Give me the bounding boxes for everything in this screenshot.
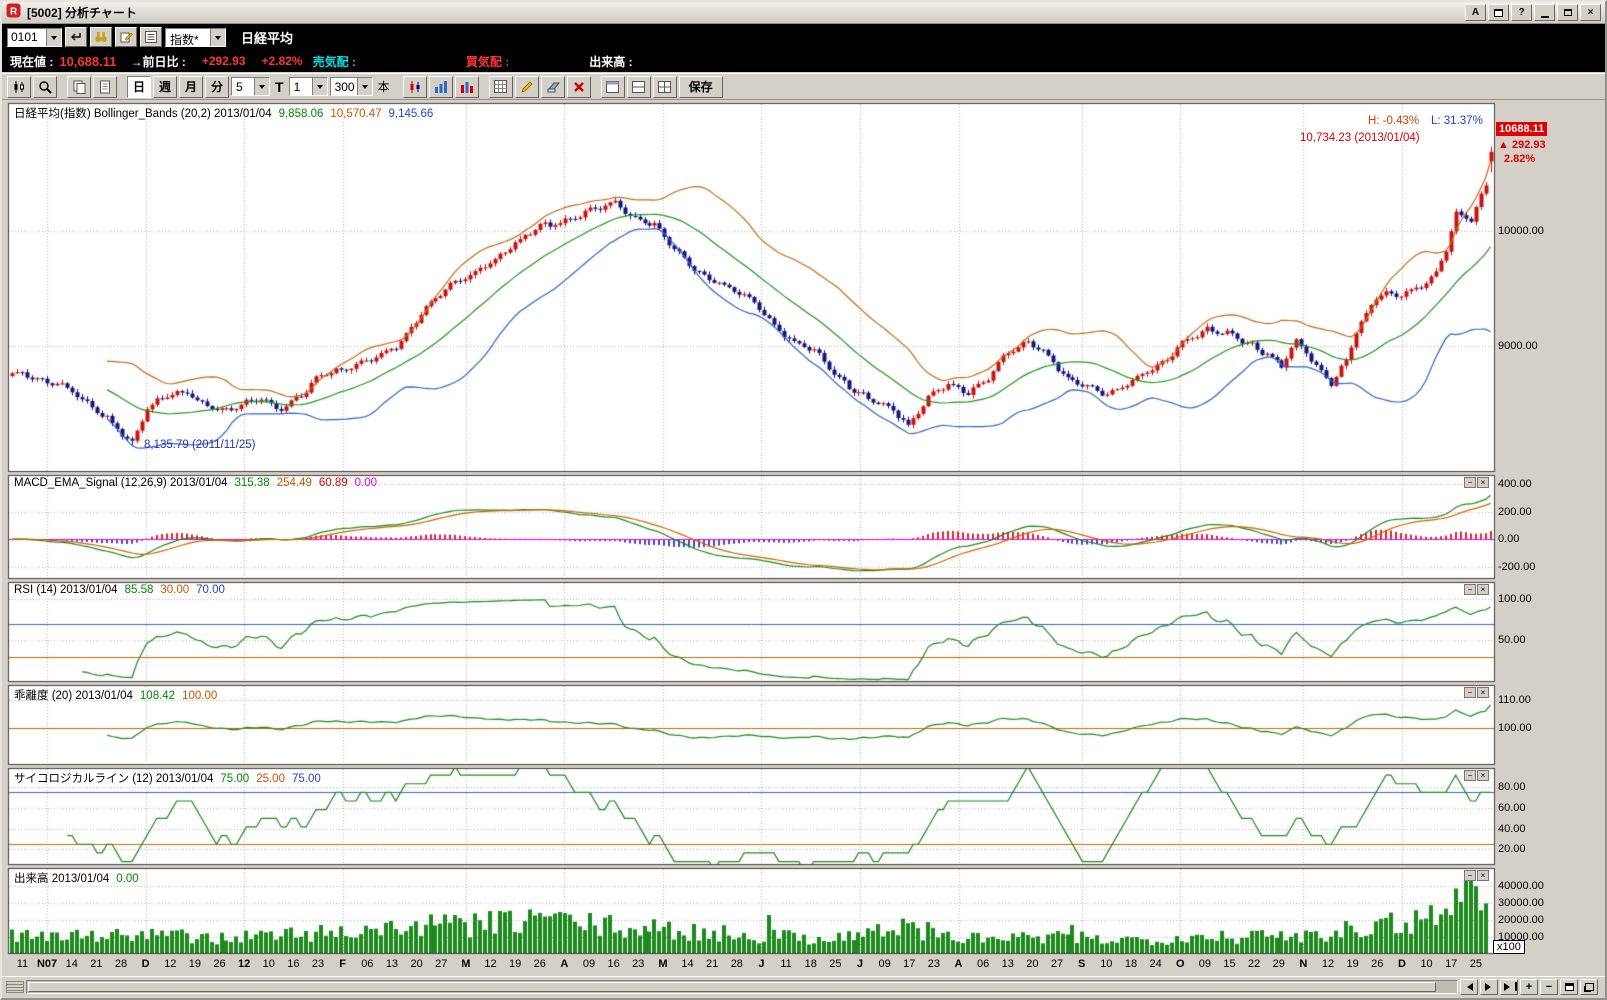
volume-panel-controls: − × bbox=[1464, 870, 1489, 881]
current-price-badge: 10688.11 bbox=[1496, 122, 1548, 136]
volume-unit-badge: x100 bbox=[1493, 940, 1525, 954]
psych-panel-minimize-button[interactable]: − bbox=[1464, 770, 1476, 781]
kairi-panel-minimize-button[interactable]: − bbox=[1464, 687, 1476, 698]
current-change-badge: ▲ 292.93 bbox=[1498, 139, 1546, 151]
low-percent-annotation: L: 31.37% bbox=[1431, 115, 1483, 127]
bollinger-lower-value: 9,145.66 bbox=[388, 108, 434, 120]
rsi-panel-label: RSI (14) 2013/01/04 85.58 30.00 70.00 bbox=[14, 584, 232, 596]
kairi-panel-title: 乖離度 (20) 2013/01/04 bbox=[14, 690, 133, 702]
volume-value: 0.00 bbox=[116, 873, 139, 885]
rsi-panel-minimize-button[interactable]: − bbox=[1464, 584, 1476, 595]
kairi-panel-close-button[interactable]: × bbox=[1477, 687, 1489, 698]
volume-panel-minimize-button[interactable]: − bbox=[1464, 870, 1476, 881]
macd-value: 315.38 bbox=[234, 477, 270, 489]
rsi-upper-ref-value: 70.00 bbox=[196, 584, 225, 596]
volume-panel-close-button[interactable]: × bbox=[1477, 870, 1489, 881]
psych-lower-ref-value: 25.00 bbox=[256, 773, 285, 785]
price-panel-title: 日経平均(指数) Bollinger_Bands (20,2) 2013/01/… bbox=[14, 108, 272, 120]
kairi-panel-controls: − × bbox=[1464, 687, 1489, 698]
macd-panel-minimize-button[interactable]: − bbox=[1464, 477, 1476, 488]
price-panel-label: 日経平均(指数) Bollinger_Bands (20,2) 2013/01/… bbox=[14, 105, 440, 121]
volume-panel-label: 出来高 2013/01/04 0.00 bbox=[14, 870, 146, 886]
psych-value: 75.00 bbox=[220, 773, 250, 785]
kairi-panel-label: 乖離度 (20) 2013/01/04 108.42 100.00 bbox=[14, 687, 224, 703]
kairi-value: 108.42 bbox=[139, 690, 176, 702]
macd-panel-controls: − × bbox=[1464, 477, 1489, 488]
rsi-value: 85.58 bbox=[124, 584, 154, 596]
macd-panel-close-button[interactable]: × bbox=[1477, 477, 1489, 488]
period-high-annotation: 10,734.23 (2013/01/04) bbox=[1300, 132, 1420, 144]
psych-panel-label: サイコロジカルライン (12) 2013/01/04 75.00 25.00 75.0… bbox=[14, 770, 328, 786]
macd-signal-value: 254.49 bbox=[276, 477, 312, 489]
macd-zero-value: 0.00 bbox=[354, 477, 378, 489]
volume-panel-title: 出来高 2013/01/04 bbox=[14, 873, 110, 885]
rsi-panel-title: RSI (14) 2013/01/04 bbox=[14, 584, 118, 596]
macd-panel-label: MACD_EMA_Signal (12,26,9) 2013/01/04 315.… bbox=[14, 477, 384, 489]
macd-panel-title: MACD_EMA_Signal (12,26,9) 2013/01/04 bbox=[14, 477, 228, 489]
period-low-annotation: 8,135.79 (2011/11/25) bbox=[144, 439, 256, 451]
psych-upper-ref-value: 75.00 bbox=[291, 773, 321, 785]
rsi-lower-ref-value: 30.00 bbox=[160, 584, 190, 596]
psych-panel-controls: − × bbox=[1464, 770, 1489, 781]
current-change-percent: 2.82% bbox=[1504, 153, 1536, 165]
rsi-panel-controls: − × bbox=[1464, 584, 1489, 595]
high-percent-annotation: H: -0.43% bbox=[1368, 115, 1420, 127]
psych-panel-close-button[interactable]: × bbox=[1477, 770, 1489, 781]
change-amount: 292.93 bbox=[1511, 139, 1546, 151]
psych-panel-title: サイコロジカルライン (12) 2013/01/04 bbox=[14, 773, 214, 785]
up-arrow-icon: ▲ bbox=[1498, 139, 1509, 151]
bollinger-mid-value: 9,858.06 bbox=[278, 108, 324, 120]
macd-osci-value: 60.89 bbox=[318, 477, 348, 489]
kairi-ref-value: 100.00 bbox=[182, 690, 218, 702]
rsi-panel-close-button[interactable]: × bbox=[1477, 584, 1489, 595]
bollinger-upper-value: 10,570.47 bbox=[330, 108, 382, 120]
